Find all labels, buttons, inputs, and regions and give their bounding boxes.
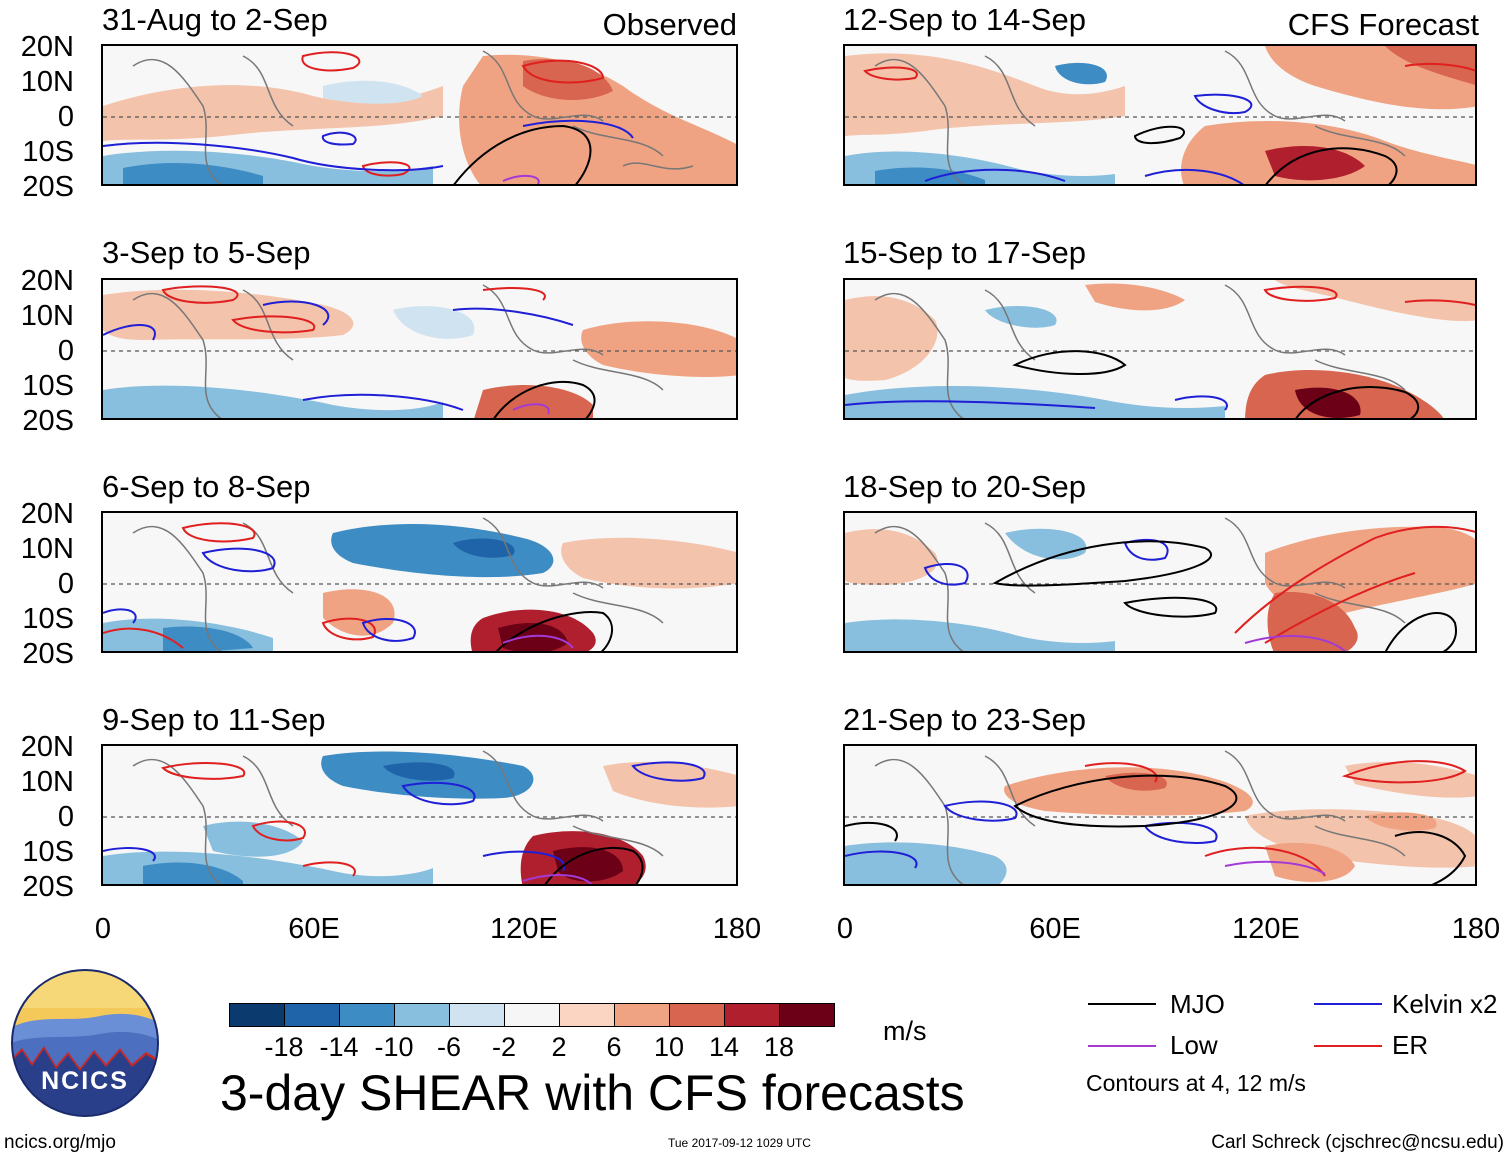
legend-label-low: Low <box>1170 1030 1218 1060</box>
colorbar-tick-label: -14 <box>319 1032 359 1062</box>
colorbar-units: m/s <box>883 1016 927 1046</box>
panel-title-6: 18-Sep to 20-Sep <box>843 469 1087 504</box>
colorbar-tick-label: 2 <box>551 1032 567 1062</box>
lat-label: 10S <box>22 136 74 168</box>
colorbar-swatch <box>504 1003 560 1027</box>
contour-legend: MJO Kelvin x2 Low ER Contours at 4, 12 m… <box>1086 990 1506 1100</box>
footer-timestamp: Tue 2017-09-12 1029 UTC <box>668 1136 811 1150</box>
ncics-logo-icon <box>11 969 159 1117</box>
shear-map-panel-7 <box>101 744 738 886</box>
lat-label: 20S <box>22 171 74 203</box>
lat-label: 0 <box>57 101 74 133</box>
source-label-observed: Observed <box>602 7 737 42</box>
legend-label-mjo: MJO <box>1170 989 1225 1019</box>
colorbar-swatch <box>724 1003 780 1027</box>
colorbar <box>229 1003 835 1027</box>
panel-title-4: 15-Sep to 17-Sep <box>843 235 1087 270</box>
shear-map-panel-6 <box>843 511 1477 653</box>
legend-line-mjo <box>1088 1003 1156 1005</box>
colorbar-swatch <box>284 1003 340 1027</box>
legend-label-er: ER <box>1392 1030 1429 1060</box>
legend-label-kelvin: Kelvin x2 <box>1392 989 1498 1019</box>
shear-map-panel-3 <box>101 278 738 420</box>
footer-url: ncics.org/mjo <box>4 1132 116 1153</box>
lat-label: 0 <box>57 801 74 833</box>
colorbar-swatch <box>669 1003 725 1027</box>
colorbar-tick-label: -10 <box>374 1032 414 1062</box>
ncics-logo: NCICS <box>10 968 160 1118</box>
shear-map-panel-1 <box>101 44 738 186</box>
lon-label: 0 <box>836 913 854 945</box>
colorbar-tick-label: -2 <box>491 1032 517 1062</box>
lat-label: 0 <box>57 568 74 600</box>
lon-label: 180 <box>712 913 762 945</box>
colorbar-swatch <box>449 1003 505 1027</box>
legend-line-kelvin <box>1314 1003 1382 1005</box>
panel-title-7: 9-Sep to 11-Sep <box>102 702 326 737</box>
lat-label: 10S <box>22 836 74 868</box>
lat-label: 0 <box>57 335 74 367</box>
colorbar-tick-label: 6 <box>606 1032 622 1062</box>
lat-label: 20N <box>20 31 74 63</box>
panel-title-3: 3-Sep to 5-Sep <box>102 235 311 270</box>
logo-text: NCICS <box>41 1067 129 1095</box>
colorbar-swatch <box>339 1003 395 1027</box>
lon-label: 60E <box>288 913 340 945</box>
lon-label: 120E <box>490 913 558 945</box>
lat-label: 10N <box>20 766 74 798</box>
colorbar-labels: -18 -14 -10 -6 -2 2 6 10 14 18 <box>229 1034 834 1064</box>
colorbar-tick-label: 14 <box>708 1032 740 1062</box>
lat-label: 20N <box>20 498 74 530</box>
shear-map-panel-2 <box>843 44 1477 186</box>
lat-label: 10S <box>22 370 74 402</box>
lat-label: 20S <box>22 405 74 437</box>
lat-label: 10N <box>20 300 74 332</box>
colorbar-tick-label: 10 <box>653 1032 685 1062</box>
panel-title-5: 6-Sep to 8-Sep <box>102 469 311 504</box>
lat-label: 20N <box>20 731 74 763</box>
shear-map-panel-8 <box>843 744 1477 886</box>
footer-credit: Carl Schreck (cjschrec@ncsu.edu) <box>1211 1132 1504 1153</box>
lat-label: 20S <box>22 871 74 903</box>
lat-label: 20N <box>20 265 74 297</box>
colorbar-tick-label: 18 <box>763 1032 795 1062</box>
colorbar-tick-label: -18 <box>264 1032 304 1062</box>
legend-line-er <box>1314 1045 1382 1047</box>
lat-label: 10N <box>20 66 74 98</box>
lat-label: 10N <box>20 533 74 565</box>
panel-title-1: 31-Aug to 2-Sep <box>102 2 328 37</box>
lon-label: 60E <box>1029 913 1081 945</box>
colorbar-tick-label: -6 <box>436 1032 462 1062</box>
legend-line-low <box>1088 1045 1156 1047</box>
panel-title-2: 12-Sep to 14-Sep <box>843 2 1087 37</box>
lat-label: 10S <box>22 603 74 635</box>
colorbar-swatch <box>229 1003 285 1027</box>
legend-note: Contours at 4, 12 m/s <box>1086 1070 1306 1096</box>
colorbar-swatch <box>779 1003 835 1027</box>
source-label-cfs: CFS Forecast <box>1287 7 1479 42</box>
panel-title-8: 21-Sep to 23-Sep <box>843 702 1087 737</box>
shear-map-panel-4 <box>843 278 1477 420</box>
colorbar-swatch <box>559 1003 615 1027</box>
lon-label: 120E <box>1232 913 1300 945</box>
lon-label: 0 <box>94 913 112 945</box>
shear-map-panel-5 <box>101 511 738 653</box>
colorbar-swatch <box>394 1003 450 1027</box>
lon-label: 180 <box>1451 913 1501 945</box>
lat-label: 20S <box>22 638 74 670</box>
main-title: 3-day SHEAR with CFS forecasts <box>220 1065 965 1121</box>
colorbar-swatch <box>614 1003 670 1027</box>
